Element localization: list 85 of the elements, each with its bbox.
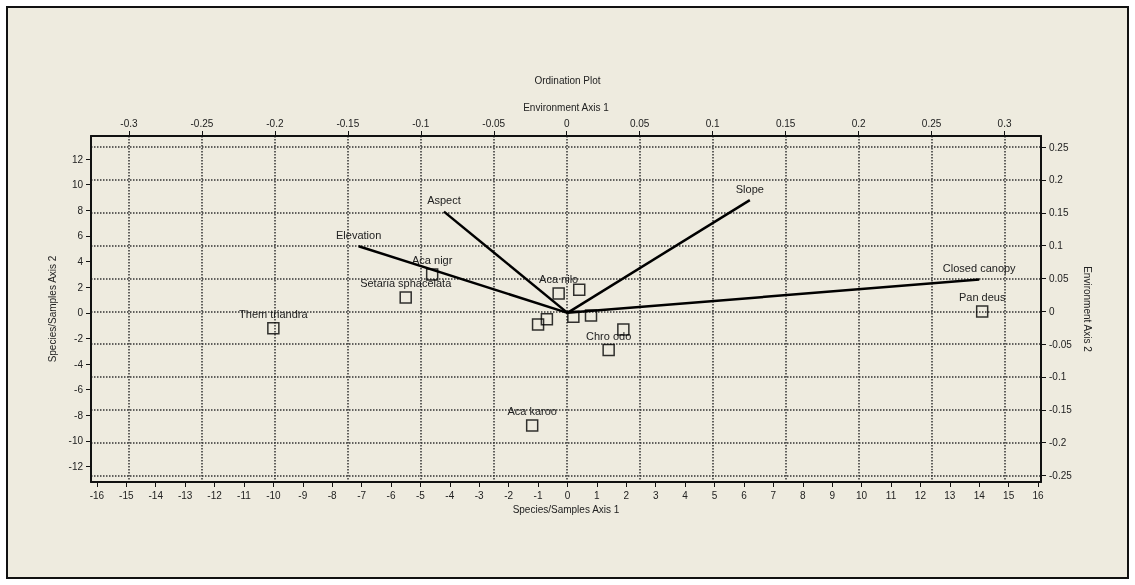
x-tick-label: 15: [1003, 489, 1015, 501]
x-tick-label: 8: [799, 489, 806, 501]
x2-tick-label: 0.05: [629, 117, 650, 129]
y2-tick-label: 0.05: [1049, 272, 1069, 284]
x2-tick-label: -0.05: [482, 117, 506, 129]
y2-tick-label: 0.1: [1049, 240, 1064, 252]
x-tick-label: -10: [266, 489, 282, 501]
y2-tick-label: 0.15: [1049, 207, 1069, 219]
annotation: Aca nilo: [539, 273, 579, 286]
y2-tick-label: 0.2: [1049, 174, 1064, 186]
x-tick-label: -12: [207, 489, 223, 501]
y-tick-label: -2: [74, 332, 84, 344]
x-tick-label: -2: [504, 489, 514, 501]
annotation: Aca karoo: [507, 405, 557, 418]
y-tick-label: -4: [74, 358, 84, 370]
x-axis-title: Species/Samples Axis 1: [512, 504, 620, 516]
x-tick-label: -16: [89, 489, 105, 501]
x2-tick-label: 0.3: [997, 117, 1012, 129]
x-tick-label: 10: [856, 489, 868, 501]
y-tick-label: 2: [77, 281, 84, 293]
x-tick-label: 9: [829, 489, 836, 501]
x2-tick-label: -0.25: [190, 117, 214, 129]
x2-tick-label: 0.25: [921, 117, 942, 129]
x2-tick-label: 0: [563, 117, 570, 129]
x-tick-label: -5: [415, 489, 426, 501]
x-tick-label: -6: [386, 489, 396, 501]
annotation: Them triandra: [239, 307, 309, 320]
y-tick-label: 4: [77, 256, 84, 268]
x-tick-label: 16: [1032, 489, 1045, 501]
y2-tick-label: -0.15: [1049, 404, 1073, 416]
y-tick-label: -12: [68, 461, 84, 473]
x-tick-label: -14: [148, 489, 164, 501]
y-tick-label: -8: [74, 409, 84, 421]
y-tick-label: -6: [74, 384, 84, 396]
x2-tick-label: 0.15: [775, 117, 796, 129]
x-tick-label: 2: [623, 489, 630, 501]
x-tick-label: 7: [770, 489, 777, 501]
y-tick-label: 0: [77, 307, 84, 319]
x-tick-label: -3: [474, 489, 485, 501]
x-tick-label: -11: [237, 489, 252, 501]
y-tick-label: 6: [77, 230, 84, 242]
y2-tick-label: -0.2: [1049, 437, 1067, 449]
x-tick-label: -1: [533, 489, 543, 501]
x2-tick-label: -0.2: [266, 117, 284, 129]
x2-tick-label: 0.1: [705, 117, 721, 129]
x-tick-label: -9: [298, 489, 308, 501]
x-tick-label: 1: [594, 489, 601, 501]
x-tick-label: 13: [944, 489, 956, 501]
y-tick-label: 10: [71, 179, 84, 191]
x-tick-label: 5: [711, 489, 718, 501]
x-tick-label: -15: [119, 489, 134, 501]
x2-tick-label: -0.15: [336, 117, 360, 129]
x-tick-label: -8: [327, 489, 338, 501]
x2-axis-title: Environment Axis 1: [523, 101, 610, 113]
y2-tick-label: -0.1: [1049, 371, 1067, 383]
annotation: Pan deus: [958, 291, 1006, 304]
x-tick-label: 0: [564, 489, 571, 501]
x2-tick-label: -0.1: [412, 117, 430, 129]
x-tick-label: -4: [445, 489, 455, 501]
x-tick-label: -13: [177, 489, 193, 501]
x-tick-label: 4: [682, 489, 689, 501]
y2-tick-label: 0: [1049, 305, 1055, 317]
series-label: Elevation: [336, 228, 382, 241]
y-tick-label: 12: [71, 153, 84, 165]
x-tick-label: 3: [652, 489, 659, 501]
annotation: Aca nigr: [412, 253, 453, 266]
x-tick-label: 14: [973, 489, 986, 501]
chart-title: Ordination Plot: [534, 74, 601, 86]
x-tick-label: 11: [885, 489, 897, 501]
y-tick-label: 8: [77, 204, 84, 216]
x-tick-label: 6: [741, 489, 748, 501]
x2-tick-label: 0.2: [851, 117, 866, 129]
y2-tick-label: -0.25: [1049, 469, 1073, 481]
x-tick-label: -7: [357, 489, 367, 501]
series-label: Slope: [735, 182, 764, 195]
annotation: Setaria sphacelata: [360, 276, 453, 289]
y2-axis-title: Environment Axis 2: [1082, 266, 1094, 353]
y-axis-title: Species/Samples Axis 2: [47, 255, 59, 363]
y-tick-label: -10: [68, 435, 84, 447]
series-label: Aspect: [427, 194, 461, 207]
y2-tick-label: 0.25: [1049, 141, 1069, 153]
x2-tick-label: -0.3: [120, 117, 138, 129]
y2-tick-label: -0.05: [1049, 338, 1073, 350]
series-label: Closed canopy: [942, 262, 1017, 275]
x-tick-label: 12: [914, 489, 927, 501]
